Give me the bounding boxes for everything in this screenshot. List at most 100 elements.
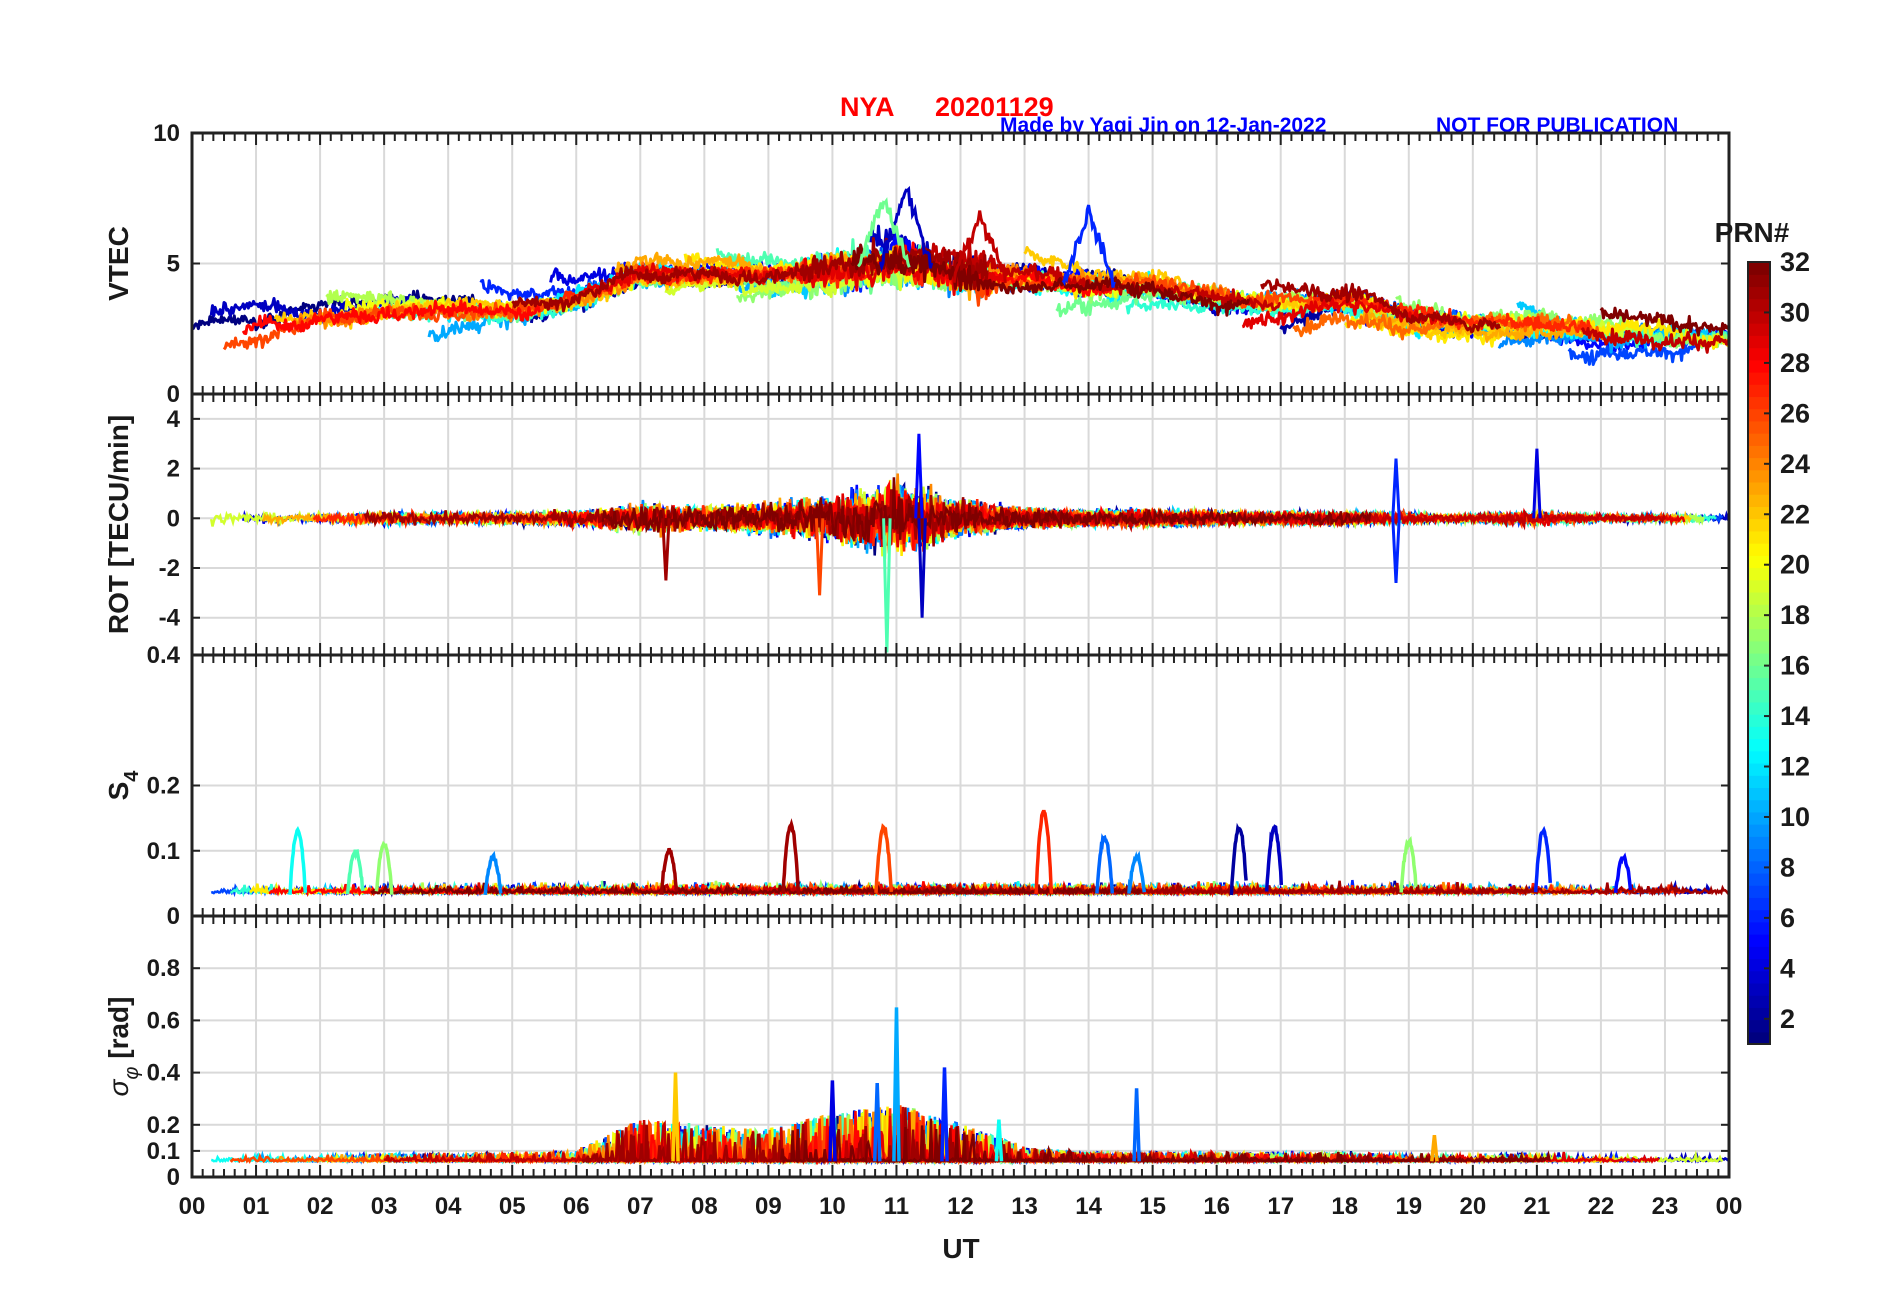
s4-spike-line: [288, 825, 308, 895]
rot-extreme-line: [661, 518, 671, 581]
colorbar-tick-label: 10: [1780, 802, 1810, 832]
colorbar-tick-label: 28: [1780, 348, 1810, 378]
x-tick-label: 20: [1459, 1193, 1486, 1220]
x-tick-label: 11: [884, 1193, 909, 1220]
vtec-y-tick-label: 0: [167, 381, 180, 408]
colorbar-segment: [1748, 604, 1770, 617]
colorbar-segment: [1748, 310, 1770, 324]
colorbar-segment: [1748, 591, 1770, 605]
vtec-series-line: [952, 256, 1228, 304]
colorbar-tick-label: 20: [1780, 550, 1810, 580]
colorbar-segment: [1748, 1007, 1770, 1021]
sigphi-y-tick-label: 0: [167, 1164, 180, 1191]
colorbar-tick-label: 14: [1780, 701, 1810, 731]
vtec-series-group: [192, 185, 1729, 366]
s4-spike-line: [1264, 824, 1284, 892]
rot-extreme-line: [882, 518, 892, 653]
sigphi-spike-line: [1430, 1135, 1439, 1162]
colorbar-segment: [1748, 836, 1770, 850]
s4-y-label: S4: [103, 770, 143, 801]
colorbar-segment: [1748, 469, 1770, 483]
figure-title: NYA 20201129 Made by Yaqi Jin on 12-Jan-…: [840, 92, 1678, 137]
vtec-series-line: [1580, 327, 1729, 354]
colorbar-segment: [1748, 921, 1770, 935]
sigphi-panel: 00.10.2 0.4 0.6 0.8σφ [rad]: [103, 914, 1731, 1191]
colorbar-segment: [1748, 787, 1770, 801]
colorbar-tick-label: 18: [1780, 600, 1810, 630]
x-axis: 00 01 02 03 04 05 06 07 08 09 10 11 12 13 14 15 16 17 18 19…: [179, 1193, 1743, 1220]
colorbar-segment: [1748, 616, 1770, 630]
colorbar-tick-label: 22: [1780, 499, 1810, 529]
colorbar-segment: [1748, 762, 1770, 776]
colorbar-segment: [1748, 384, 1770, 398]
s4-panel: 0 0.1 0.2 0.4 S4: [103, 642, 1731, 930]
vtec-peak-line: [878, 185, 934, 273]
s4-y-tick-label: 0.2: [147, 773, 180, 800]
colorbar-segment: [1748, 750, 1770, 764]
rot-y-label: ROT [TECU/min]: [103, 415, 134, 634]
colorbar-segment: [1748, 775, 1770, 789]
vtec-series-line: [850, 243, 1251, 317]
credit-label: Made by Yaqi Jin on 12-Jan-2022: [1000, 114, 1326, 137]
rot-extreme-line: [1391, 458, 1401, 519]
colorbar-segment: [1748, 958, 1770, 972]
colorbar-segment: [1748, 640, 1770, 654]
s4-spike-line: [345, 848, 365, 895]
vtec-peak-line: [856, 197, 911, 268]
x-tick-label: 19: [1395, 1193, 1422, 1220]
colorbar-segment: [1748, 689, 1770, 703]
x-tick-label: 10: [819, 1193, 846, 1220]
x-tick-label: 14: [1075, 1193, 1102, 1220]
sigphi-frame: [190, 914, 1731, 1179]
sigphi-series-line: [779, 1112, 1551, 1166]
vtec-peak-line: [952, 210, 1007, 284]
colorbar-segment: [1748, 433, 1770, 446]
x-tick-label: 22: [1588, 1193, 1615, 1220]
rot-y-tick-label: 0: [167, 505, 180, 532]
colorbar-segment: [1748, 457, 1770, 471]
colorbar-tick-label: 12: [1780, 752, 1810, 782]
sigphi-series-group: [211, 1007, 1729, 1166]
rot-y-tick-label: 4: [167, 406, 181, 433]
colorbar-segment: [1748, 262, 1770, 275]
x-tick-label: 15: [1139, 1193, 1166, 1220]
s4-spike-line: [1034, 809, 1054, 894]
colorbar-segment: [1748, 518, 1770, 532]
x-tick-label: 09: [755, 1193, 782, 1220]
rot-y-tick-label: -2: [159, 555, 180, 582]
vtec-series-line: [971, 268, 1352, 312]
colorbar-segment: [1748, 628, 1770, 642]
colorbar-segment: [1748, 371, 1770, 385]
colorbar-segment: [1748, 543, 1770, 556]
vtec-series-line: [1362, 307, 1596, 343]
colorbar-tick-label: 8: [1780, 852, 1795, 882]
rot-y-tick-label: -4: [159, 605, 181, 632]
rot-extreme-line: [914, 433, 924, 519]
colorbar-segment: [1748, 567, 1770, 581]
sigphi-y-tick-label: 0.6: [147, 1007, 180, 1034]
colorbar-segment: [1748, 714, 1770, 727]
colorbar-segment: [1748, 653, 1770, 666]
sigphi-y-label: σφ [rad]: [103, 997, 143, 1097]
x-tick-label: 04: [435, 1193, 462, 1220]
rot-extreme-line: [1532, 448, 1542, 519]
vtec-panel: 0 5 10 VTEC: [103, 120, 1731, 408]
x-tick-label: 12: [947, 1193, 974, 1220]
sigphi-spike-line: [828, 1080, 837, 1162]
colorbar-segment: [1748, 579, 1770, 593]
notice-label: NOT FOR PUBLICATION: [1436, 114, 1678, 137]
vtec-series-line: [1599, 306, 1729, 337]
s4-spike-line: [1229, 822, 1248, 896]
s4-spike-line: [1533, 825, 1553, 893]
colorbar-segment: [1748, 1019, 1770, 1033]
colorbar-tick-label: 6: [1780, 903, 1795, 933]
colorbar-segment: [1748, 665, 1770, 679]
s4-spike-line: [781, 818, 801, 895]
s4-spike-line: [1127, 850, 1147, 894]
colorbar-segment: [1748, 701, 1770, 715]
colorbar-segment: [1748, 530, 1770, 544]
vtec-series-line: [1260, 278, 1502, 334]
x-tick-label: 07: [627, 1193, 654, 1220]
